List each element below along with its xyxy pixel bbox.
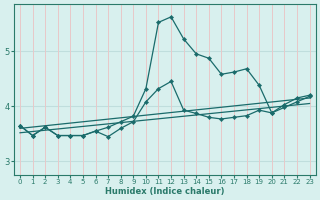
X-axis label: Humidex (Indice chaleur): Humidex (Indice chaleur) <box>105 187 225 196</box>
